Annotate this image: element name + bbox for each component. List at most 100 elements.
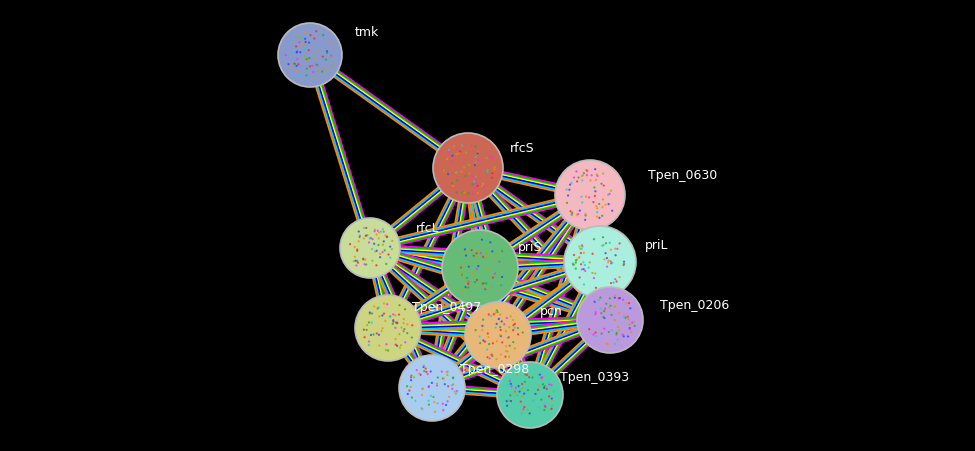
Point	[301, 39, 317, 46]
Point	[501, 397, 517, 404]
Point	[349, 262, 365, 269]
Point	[363, 235, 378, 242]
Point	[449, 388, 465, 395]
Point	[571, 254, 587, 262]
Point	[421, 383, 437, 391]
Point	[469, 250, 485, 257]
Point	[517, 404, 532, 411]
Point	[492, 311, 508, 318]
Point	[568, 168, 584, 175]
Point	[468, 159, 484, 166]
Point	[588, 176, 604, 184]
Point	[424, 379, 440, 387]
Point	[482, 355, 497, 362]
Point	[517, 378, 532, 386]
Point	[544, 395, 560, 402]
Point	[618, 300, 634, 307]
Point	[515, 329, 530, 336]
Point	[595, 212, 610, 219]
Point	[376, 300, 392, 307]
Point	[376, 238, 392, 245]
Point	[611, 295, 627, 302]
Point	[440, 368, 455, 375]
Point	[535, 381, 551, 388]
Point	[301, 55, 317, 62]
Point	[423, 368, 439, 375]
Point	[610, 323, 626, 331]
Point	[510, 324, 526, 331]
Point	[507, 324, 523, 331]
Point	[478, 252, 493, 259]
Point	[377, 232, 393, 239]
Point	[285, 49, 300, 56]
Point	[596, 242, 611, 249]
Point	[596, 307, 611, 314]
Point	[566, 261, 582, 268]
Point	[604, 246, 619, 253]
Point	[388, 341, 404, 348]
Point	[446, 375, 461, 382]
Point	[495, 281, 511, 289]
Point	[494, 273, 510, 281]
Point	[479, 155, 494, 162]
Point	[445, 152, 460, 159]
Point	[574, 243, 590, 250]
Point	[571, 243, 587, 250]
Text: Tpen_0393: Tpen_0393	[560, 371, 629, 383]
Circle shape	[465, 302, 531, 368]
Point	[347, 253, 363, 260]
Text: Tpen_0497: Tpen_0497	[412, 302, 482, 314]
Point	[566, 251, 582, 258]
Point	[574, 172, 590, 179]
Point	[465, 190, 481, 198]
Point	[615, 296, 631, 304]
Point	[484, 313, 499, 320]
Point	[494, 339, 510, 346]
Point	[601, 259, 616, 266]
Point	[607, 276, 623, 283]
Point	[316, 66, 332, 73]
Point	[493, 327, 509, 334]
Point	[412, 371, 428, 378]
Point	[565, 209, 580, 216]
Point	[316, 32, 332, 39]
Point	[314, 68, 330, 75]
Point	[589, 213, 604, 220]
Point	[624, 319, 640, 326]
Point	[278, 51, 293, 59]
Point	[602, 239, 617, 246]
Point	[440, 155, 455, 162]
Point	[400, 391, 415, 398]
Point	[308, 61, 324, 68]
Point	[474, 289, 489, 296]
Point	[610, 336, 626, 343]
Point	[487, 256, 502, 263]
Point	[581, 194, 597, 201]
Point	[574, 266, 590, 273]
Point	[470, 189, 486, 197]
Text: tmk: tmk	[355, 26, 379, 38]
Point	[590, 172, 605, 179]
Point	[468, 143, 484, 150]
Point	[441, 150, 456, 157]
Point	[603, 258, 618, 265]
Point	[568, 259, 584, 266]
Point	[416, 368, 432, 375]
Point	[544, 402, 560, 410]
Point	[358, 232, 373, 239]
Point	[616, 313, 632, 320]
Point	[379, 233, 395, 240]
Point	[533, 374, 549, 381]
Point	[351, 228, 367, 235]
Point	[571, 253, 587, 261]
Point	[482, 153, 497, 160]
Point	[527, 390, 543, 397]
Point	[358, 256, 373, 263]
Point	[421, 397, 437, 404]
Point	[488, 320, 504, 327]
Point	[572, 245, 588, 253]
Text: Tpen_0298: Tpen_0298	[460, 364, 529, 377]
Point	[476, 180, 491, 188]
Point	[362, 309, 377, 316]
Circle shape	[340, 218, 400, 278]
